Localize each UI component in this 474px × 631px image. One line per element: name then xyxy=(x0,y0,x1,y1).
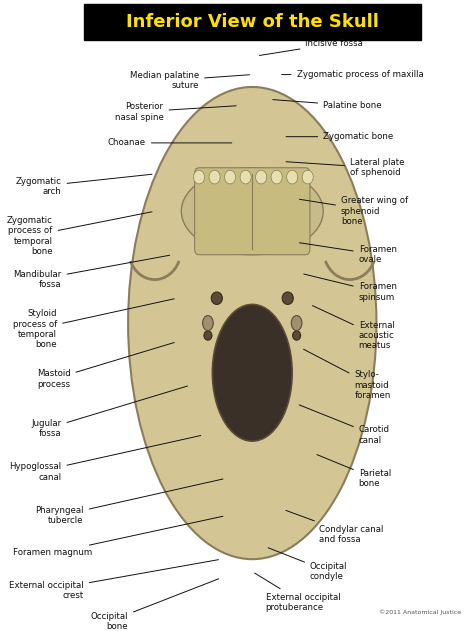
Ellipse shape xyxy=(212,304,292,441)
Text: Greater wing of
sphenoid
bone: Greater wing of sphenoid bone xyxy=(300,196,408,226)
Text: Incisive fossa: Incisive fossa xyxy=(259,39,364,56)
Text: PLUS: PLUS xyxy=(284,298,309,323)
Text: Zygomatic
arch: Zygomatic arch xyxy=(16,174,152,196)
Text: External occipital
protuberance: External occipital protuberance xyxy=(255,573,340,612)
Text: Zygomatic process of maxilla: Zygomatic process of maxilla xyxy=(282,70,423,79)
Text: Pharyngeal
tubercle: Pharyngeal tubercle xyxy=(35,479,223,526)
Text: ANATOMICAL JUSTICE: ANATOMICAL JUSTICE xyxy=(123,270,204,351)
Text: Occipital
condyle: Occipital condyle xyxy=(268,548,347,581)
Text: Mandibular
fossa: Mandibular fossa xyxy=(13,255,170,289)
Ellipse shape xyxy=(287,170,298,184)
Ellipse shape xyxy=(204,331,212,340)
Text: Foramen
ovale: Foramen ovale xyxy=(300,243,397,264)
Text: Stylo-
mastoid
foramen: Stylo- mastoid foramen xyxy=(303,349,391,400)
Ellipse shape xyxy=(128,87,376,559)
Text: Foramen
spinsum: Foramen spinsum xyxy=(304,274,397,302)
Text: Choanae: Choanae xyxy=(108,138,232,148)
Ellipse shape xyxy=(302,170,313,184)
Ellipse shape xyxy=(209,170,220,184)
Ellipse shape xyxy=(240,170,251,184)
Text: Median palatine
suture: Median palatine suture xyxy=(130,71,249,90)
Text: External occipital
crest: External occipital crest xyxy=(9,560,219,600)
Text: Foramen magnum: Foramen magnum xyxy=(13,516,223,557)
Ellipse shape xyxy=(282,292,293,304)
Circle shape xyxy=(202,316,213,331)
Text: Zygomatic bone: Zygomatic bone xyxy=(286,132,393,141)
Text: Occipital
bone: Occipital bone xyxy=(91,579,219,631)
Text: Lateral plate
of sphenoid: Lateral plate of sphenoid xyxy=(286,158,404,177)
Ellipse shape xyxy=(225,170,236,184)
Ellipse shape xyxy=(182,168,323,255)
Text: Inferior View of the Skull: Inferior View of the Skull xyxy=(126,13,379,32)
Text: Zygomatic
process of
temporal
bone: Zygomatic process of temporal bone xyxy=(7,212,152,256)
Ellipse shape xyxy=(193,170,205,184)
Circle shape xyxy=(292,316,302,331)
FancyBboxPatch shape xyxy=(195,168,310,255)
Text: Parietal
bone: Parietal bone xyxy=(317,454,391,488)
Text: Palatine bone: Palatine bone xyxy=(273,100,382,110)
Text: Condylar canal
and fossa: Condylar canal and fossa xyxy=(286,510,383,544)
Text: Carotid
canal: Carotid canal xyxy=(299,405,390,445)
Text: PROTECTED: PROTECTED xyxy=(183,286,232,335)
Text: ©2011 Anatomical Justice: ©2011 Anatomical Justice xyxy=(379,610,461,615)
Ellipse shape xyxy=(255,170,267,184)
Ellipse shape xyxy=(292,331,301,340)
Text: Mastoid
process: Mastoid process xyxy=(36,343,174,389)
Text: COPYRIGHT: COPYRIGHT xyxy=(229,287,276,334)
Ellipse shape xyxy=(271,170,282,184)
Text: External
acoustic
meatus: External acoustic meatus xyxy=(312,305,394,350)
Text: Styloid
process of
temporal
bone: Styloid process of temporal bone xyxy=(13,299,174,350)
Text: Hypoglossal
canal: Hypoglossal canal xyxy=(9,435,201,482)
Text: Jugular
fossa: Jugular fossa xyxy=(31,386,188,439)
Text: Posterior
nasal spine: Posterior nasal spine xyxy=(115,102,236,122)
FancyBboxPatch shape xyxy=(84,4,421,40)
Ellipse shape xyxy=(211,292,222,304)
